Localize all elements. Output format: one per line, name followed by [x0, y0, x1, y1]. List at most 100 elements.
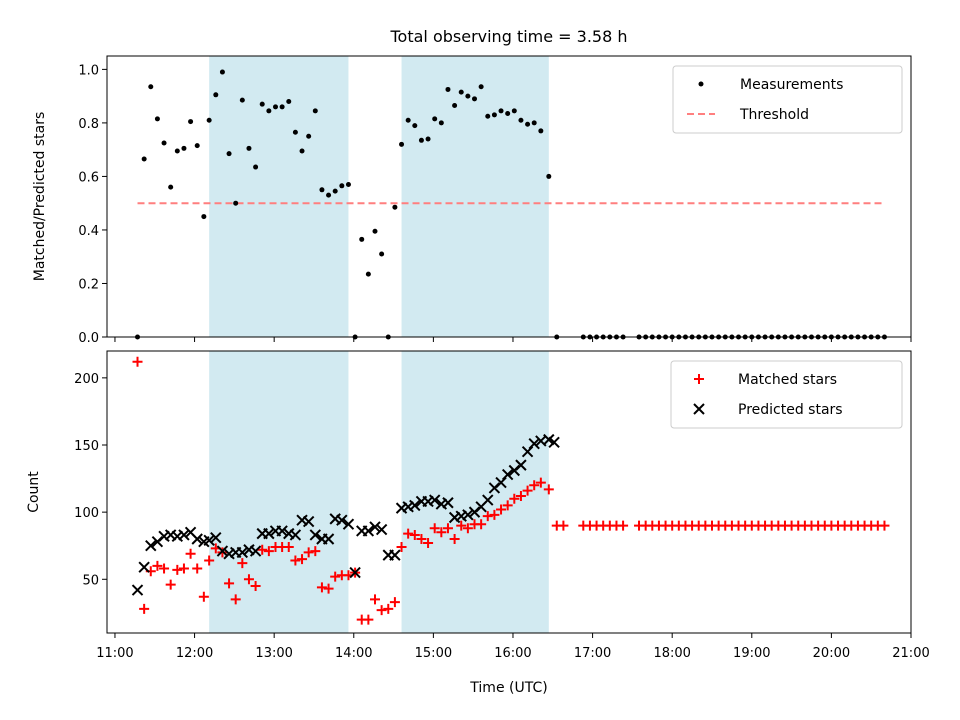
matched-star-point	[449, 534, 460, 544]
matched-star-point	[165, 579, 176, 590]
predicted-star-point	[501, 468, 514, 481]
matched-star-point	[502, 500, 513, 511]
matched-star-point	[416, 534, 427, 544]
matched-star-point	[185, 548, 196, 559]
measurement-point	[148, 84, 154, 90]
predicted-star-point	[362, 525, 375, 537]
measurement-point	[246, 145, 252, 151]
predicted-star-point	[482, 494, 494, 506]
matched-star-point	[243, 574, 254, 585]
matched-star-point	[204, 555, 215, 566]
measurement-point	[511, 108, 517, 114]
predicted-star-point	[528, 437, 540, 450]
measurement-point	[339, 183, 345, 189]
matched-star-point	[489, 509, 500, 520]
measurement-point	[266, 108, 272, 114]
y-tick-label: 0.4	[78, 224, 99, 239]
predicted-star-point	[178, 529, 190, 541]
measurement-point	[206, 117, 212, 123]
observing-span	[401, 351, 549, 633]
matched-star-point	[383, 603, 394, 614]
matched-star-point	[303, 547, 314, 558]
matched-star-point	[323, 583, 334, 594]
matched-star-point	[409, 529, 420, 540]
measurement-point	[491, 112, 497, 118]
measurement-point	[405, 117, 411, 123]
legend-label: Predicted stars	[738, 402, 843, 418]
y-tick-label: 50	[82, 573, 99, 588]
matched-star-point	[618, 520, 629, 531]
measurement-point	[392, 204, 398, 210]
y-tick-label: 1.0	[78, 63, 99, 78]
measurement-point	[438, 120, 444, 126]
measurement-point	[372, 228, 378, 234]
matched-star-point	[543, 484, 554, 495]
matched-star-point	[224, 578, 235, 589]
measurement-point	[418, 137, 424, 143]
legend-label: Measurements	[740, 77, 843, 93]
predicted-star-point	[289, 529, 302, 541]
measurement-point	[412, 123, 418, 129]
x-tick-label: 18:00	[653, 646, 690, 661]
measurement-point	[445, 86, 451, 92]
measurement-point	[181, 145, 187, 151]
y-tick-label: 100	[74, 506, 99, 521]
ratio-panel: 0.0 0.2 0.4 0.6 0.8 1.0 Matched/Predicted star…	[32, 55, 912, 346]
measurement-point	[306, 133, 312, 139]
matched-star-point	[482, 511, 493, 522]
matched-star-point	[436, 527, 447, 538]
matched-star-point	[456, 520, 467, 531]
predicted-star-point	[302, 515, 315, 528]
measurement-point	[432, 116, 438, 122]
matched-star-point	[558, 520, 569, 531]
matched-star-point	[250, 581, 261, 591]
measurement-point	[219, 69, 225, 75]
matched-star-point	[496, 504, 507, 515]
axes-frame	[106, 55, 912, 338]
matched-star-point	[316, 582, 327, 593]
predicted-star-point	[203, 534, 215, 547]
measurement-point	[299, 148, 305, 154]
measurement-point	[312, 108, 318, 114]
measurement-point	[359, 236, 365, 242]
legend-label: Threshold	[739, 107, 809, 123]
measurement-point	[141, 156, 147, 162]
observing-span	[209, 351, 349, 633]
matched-star-point	[509, 493, 520, 504]
measurement-point	[272, 104, 278, 110]
matched-star-point	[263, 546, 274, 557]
matched-star-point	[363, 614, 374, 625]
predicted-star-point	[309, 529, 322, 541]
measurement-point	[332, 188, 338, 194]
matched-star-point	[230, 594, 241, 605]
matched-star-point	[462, 523, 473, 534]
measurement-point	[531, 120, 537, 126]
predicted-star-point	[428, 494, 441, 506]
predicted-star-point	[409, 499, 421, 512]
predicted-star-point	[276, 525, 288, 537]
measurement-point	[525, 121, 531, 127]
matched-star-point	[879, 520, 890, 531]
x-tick-label: 12:00	[176, 646, 213, 661]
measurement-point	[485, 113, 491, 119]
measurement-point	[226, 151, 232, 157]
measurement-point	[546, 173, 552, 179]
measurement-point	[168, 184, 174, 190]
matched-star-point	[535, 477, 546, 488]
matched-star-point	[152, 560, 163, 571]
x-tick-label: 17:00	[574, 646, 611, 661]
measurement-point	[161, 140, 167, 146]
predicted-star-point	[322, 533, 335, 545]
measurement-point	[319, 187, 325, 193]
x-tick-label: 20:00	[813, 646, 850, 661]
matched-star-point	[139, 603, 150, 614]
y-tick-label: 150	[74, 439, 99, 454]
legend-label: Matched stars	[738, 372, 837, 388]
predicted-star-point	[521, 446, 534, 458]
predicted-star-point	[210, 531, 222, 544]
y-axis-label: Matched/Predicted stars	[32, 112, 48, 282]
measurement-point	[465, 93, 471, 99]
predicted-star-point	[131, 584, 144, 596]
predicted-star-point	[336, 514, 348, 526]
